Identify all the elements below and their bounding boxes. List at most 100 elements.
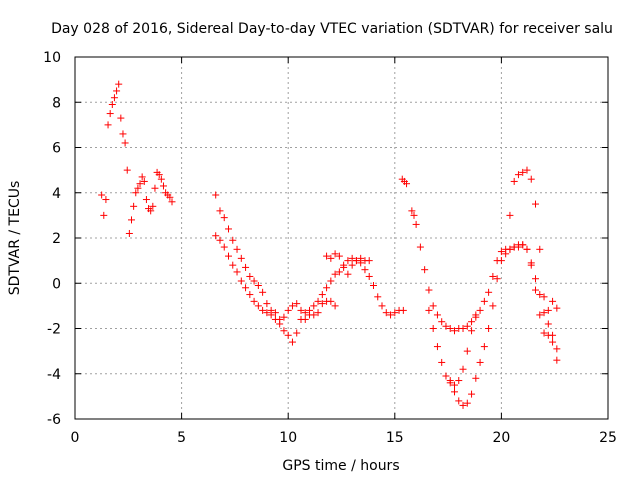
data-point	[318, 300, 326, 308]
data-point	[480, 297, 488, 305]
data-point	[344, 270, 352, 278]
data-point	[147, 207, 155, 215]
data-point	[259, 288, 267, 296]
data-point	[263, 300, 271, 308]
data-point	[259, 306, 267, 314]
data-point	[506, 245, 514, 253]
data-point	[536, 291, 544, 299]
data-point	[476, 358, 484, 366]
data-point	[446, 377, 454, 385]
data-point	[98, 191, 106, 199]
data-point	[553, 356, 561, 364]
data-point	[113, 87, 121, 95]
data-point	[216, 207, 224, 215]
data-point	[117, 114, 125, 122]
data-point	[121, 139, 129, 147]
data-point	[225, 225, 233, 233]
y-tick-label: -6	[47, 412, 61, 428]
data-point	[532, 286, 540, 294]
data-point	[403, 180, 411, 188]
y-tick-label: 8	[52, 95, 61, 111]
data-point	[450, 381, 458, 389]
data-point	[429, 302, 437, 310]
data-point	[408, 207, 416, 215]
data-point	[168, 198, 176, 206]
data-point	[127, 216, 135, 224]
data-point	[267, 306, 275, 314]
data-point	[246, 291, 254, 299]
x-axis-label: GPS time / hours	[282, 458, 399, 474]
data-point	[327, 277, 335, 285]
data-point	[446, 325, 454, 332]
series-arc-e	[398, 175, 411, 188]
data-point	[263, 309, 271, 317]
data-point	[335, 252, 343, 260]
data-point	[476, 306, 484, 314]
data-point	[514, 171, 522, 179]
data-point	[314, 297, 322, 305]
data-point	[348, 261, 356, 269]
data-point	[352, 257, 360, 265]
data-point	[365, 257, 373, 265]
chart-title: Day 028 of 2016, Sidereal Day-to-day VTE…	[51, 21, 613, 37]
data-point	[157, 175, 165, 183]
data-point	[335, 268, 343, 276]
data-point	[159, 182, 167, 190]
data-point	[288, 338, 296, 346]
data-point	[130, 202, 138, 210]
y-tick-label: 6	[52, 141, 61, 157]
series-arc-f	[408, 207, 561, 353]
data-point	[450, 388, 458, 396]
data-point	[425, 286, 433, 294]
data-point	[119, 130, 127, 138]
data-point	[136, 180, 144, 188]
data-point	[297, 315, 305, 323]
data-point	[489, 272, 497, 280]
data-point	[271, 309, 279, 317]
data-point	[399, 306, 407, 314]
data-point	[450, 327, 458, 335]
data-point	[229, 236, 237, 244]
data-point	[254, 282, 262, 290]
data-point	[480, 343, 488, 351]
data-point	[549, 297, 557, 305]
data-point	[254, 302, 262, 310]
data-point	[293, 329, 301, 337]
data-point	[237, 277, 245, 285]
data-point	[220, 214, 228, 222]
data-point	[250, 297, 258, 305]
data-point	[323, 252, 331, 260]
data-point	[485, 288, 493, 296]
data-point	[233, 268, 241, 276]
data-point	[331, 302, 339, 310]
data-point	[459, 325, 467, 332]
y-tick-label: -2	[47, 322, 61, 338]
data-point	[429, 325, 437, 332]
y-axis-label: SDTVAR / TECUs	[7, 181, 23, 296]
data-point	[132, 189, 140, 197]
data-point	[106, 110, 114, 118]
data-point	[242, 284, 250, 292]
data-point	[438, 358, 446, 366]
data-point	[489, 302, 497, 310]
y-tick-label: 10	[43, 50, 61, 66]
data-point	[293, 300, 301, 308]
x-tick-label: 10	[279, 430, 297, 446]
data-point	[134, 184, 142, 192]
data-point	[463, 322, 471, 330]
data-point	[382, 309, 390, 317]
x-axis: 0 5 10 15 20 25	[71, 57, 617, 446]
series-arc-c	[212, 191, 339, 346]
data-point	[540, 329, 548, 337]
data-point	[553, 304, 561, 312]
data-point	[421, 266, 429, 274]
data-point	[100, 211, 108, 219]
data-point	[301, 309, 309, 317]
data-point	[485, 325, 493, 332]
data-point	[314, 309, 322, 317]
data-point	[365, 272, 373, 280]
data-point	[532, 200, 540, 208]
data-point	[459, 401, 467, 409]
data-point	[310, 302, 318, 310]
